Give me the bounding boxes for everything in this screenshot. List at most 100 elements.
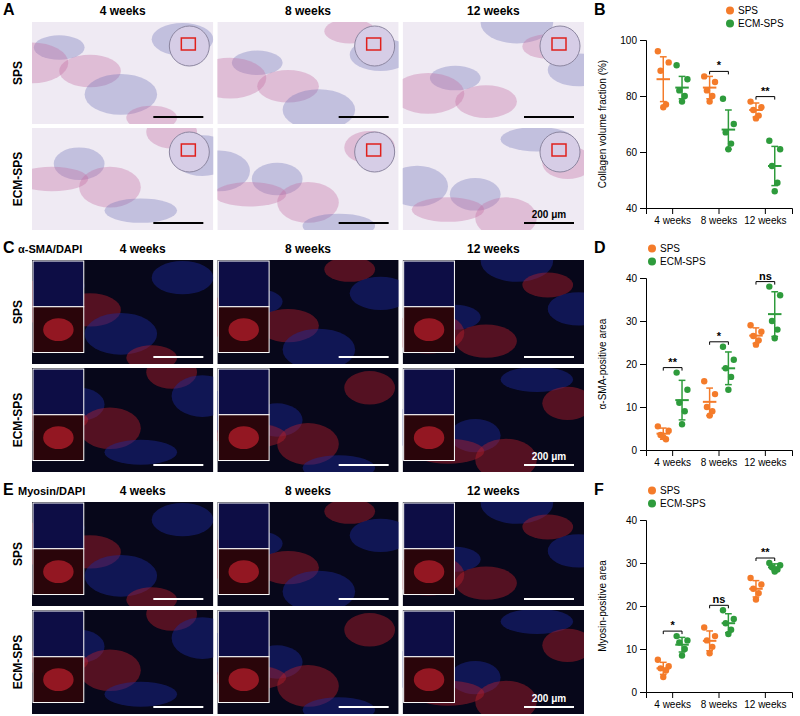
overview-roi xyxy=(552,144,566,156)
error-bar-cap xyxy=(753,327,760,329)
x-tick: 4 weeks xyxy=(654,450,691,468)
error-bar-cap xyxy=(725,384,732,386)
error-bar xyxy=(706,631,713,651)
y-tick: 10 xyxy=(626,644,646,655)
y-tick: 30 xyxy=(626,316,646,327)
overview-roi xyxy=(552,38,566,50)
error-bar-stem xyxy=(774,292,776,337)
x-tick-label: 4 weeks xyxy=(654,215,691,226)
legend-marker xyxy=(648,245,656,253)
tissue-texture xyxy=(403,73,465,114)
plot-marks xyxy=(655,283,784,442)
data-point xyxy=(758,581,764,587)
micrograph-background xyxy=(32,260,213,364)
tissue-texture xyxy=(152,261,214,294)
overview-thumbnail xyxy=(540,26,580,66)
inset-marker-signal xyxy=(414,426,444,449)
error-bar-cap xyxy=(660,427,667,429)
tissue-texture xyxy=(344,613,395,646)
y-tick: 0 xyxy=(631,445,646,456)
inset-dapi xyxy=(404,503,455,549)
micrograph xyxy=(32,22,213,124)
data-point xyxy=(753,596,759,602)
legend-label: SPS xyxy=(660,243,680,254)
data-point xyxy=(766,138,772,144)
series xyxy=(655,575,765,680)
micrograph xyxy=(32,260,213,364)
error-bar-cap xyxy=(679,637,686,639)
data-point xyxy=(701,624,707,630)
inset-marker xyxy=(33,415,84,461)
tissue-texture xyxy=(522,272,573,297)
significance-bracket xyxy=(756,558,775,561)
error-bar-cap xyxy=(753,102,760,104)
error-bar-cap xyxy=(706,630,713,632)
tissue-texture xyxy=(126,345,177,364)
chart: F0102030404 weeks8 weeks12 weeksMyosin-p… xyxy=(594,481,793,710)
error-bar-cap xyxy=(725,632,732,634)
y-axis-title: Collagen volume fraction (%) xyxy=(597,60,608,188)
column-header: 8 weeks xyxy=(285,242,331,256)
x-tick-mark xyxy=(672,692,673,698)
error-bar-cap xyxy=(706,76,713,78)
tissue-texture xyxy=(283,89,356,124)
x-tick: 12 weeks xyxy=(744,208,786,226)
data-point xyxy=(706,98,712,104)
error-bar-cap xyxy=(771,336,778,338)
error-bar xyxy=(660,428,667,439)
error-bar xyxy=(725,614,732,633)
data-point xyxy=(701,378,707,384)
micrograph xyxy=(403,260,584,364)
data-point xyxy=(772,188,778,194)
overview-roi xyxy=(181,38,195,50)
inset-marker-signal xyxy=(414,560,444,583)
inset-dapi xyxy=(33,611,84,657)
inset-marker xyxy=(218,415,269,461)
panel-label: C xyxy=(3,239,15,256)
plot-marks xyxy=(655,48,784,194)
error-bar xyxy=(679,76,686,98)
scale-bar xyxy=(153,464,203,466)
error-bar xyxy=(771,292,778,337)
inset-marker xyxy=(404,549,455,595)
error-bar-cap xyxy=(660,674,667,676)
y-tick: 40 xyxy=(626,515,646,526)
y-tick: 60 xyxy=(626,147,646,158)
stain-title: α-SMA/DAPI xyxy=(18,243,82,255)
micrograph xyxy=(403,610,584,714)
scale-bar xyxy=(524,116,574,118)
error-bar-cap xyxy=(679,98,686,100)
tissue-texture xyxy=(283,329,356,364)
inset-dapi xyxy=(404,369,455,415)
scale-bar-label: 200 μm xyxy=(532,209,567,220)
error-bar xyxy=(660,57,667,102)
data-point xyxy=(731,357,737,363)
tissue-texture xyxy=(126,587,177,606)
y-axis-line xyxy=(640,41,647,209)
legend-label: ECM-SPS xyxy=(660,256,706,267)
plot-marks xyxy=(655,560,784,680)
error-bar xyxy=(679,637,686,652)
data-point xyxy=(720,607,726,613)
figure: A4 weeks8 weeks12 weeksSPSECM-SPS200 μmC… xyxy=(0,0,800,716)
error-bar-cap xyxy=(660,439,667,441)
data-point xyxy=(673,633,679,639)
y-tick-mark xyxy=(640,364,646,365)
error-bar-cap xyxy=(725,613,732,615)
tissue-texture xyxy=(350,277,399,310)
micrograph xyxy=(217,260,398,364)
error-bar-stem xyxy=(728,614,730,633)
x-tick: 8 weeks xyxy=(701,692,738,710)
error-bar-stem xyxy=(709,76,711,98)
y-tick: 80 xyxy=(626,91,646,102)
micrograph xyxy=(217,610,398,714)
micrograph xyxy=(32,502,213,606)
tissue-texture xyxy=(475,439,537,472)
data-point xyxy=(655,48,661,54)
row-label: ECM-SPS xyxy=(11,152,25,207)
y-axis-title: Myosin-positive area xyxy=(597,560,608,652)
significance-bracket xyxy=(710,605,729,608)
y-tick: 40 xyxy=(626,273,646,284)
inset-dapi xyxy=(218,611,269,657)
data-point xyxy=(720,96,726,102)
